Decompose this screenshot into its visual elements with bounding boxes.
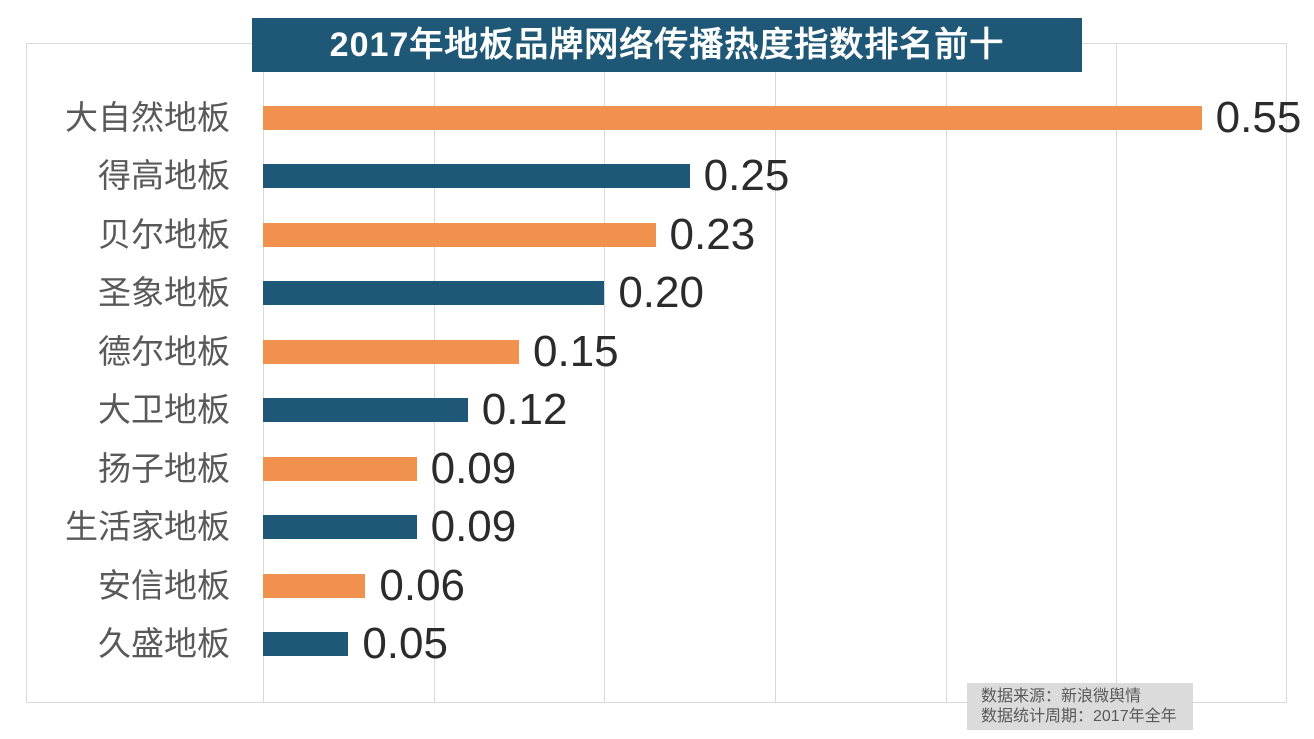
bar <box>263 339 519 364</box>
category-label: 圣象地板 <box>98 274 230 312</box>
bar <box>263 164 690 189</box>
gridline <box>604 43 606 703</box>
category-label: 德尔地板 <box>98 332 230 370</box>
category-label: 生活家地板 <box>65 508 230 546</box>
bar-value-label: 0.12 <box>481 385 568 435</box>
bar-value-label: 0.20 <box>618 268 704 318</box>
bar <box>263 456 417 481</box>
category-label: 扬子地板 <box>98 449 230 487</box>
source-note: 数据来源：新浪微舆情 数据统计周期：2017年全年 <box>967 683 1193 730</box>
bar-value-label: 0.05 <box>362 619 448 669</box>
bar-value-label: 0.06 <box>379 560 466 610</box>
gridline <box>433 43 435 703</box>
category-label: 大卫地板 <box>98 391 230 429</box>
bar <box>263 281 605 306</box>
bar-value-label: 0.25 <box>703 151 790 201</box>
bar <box>263 632 349 657</box>
gridline <box>945 43 947 703</box>
bar <box>263 106 1202 130</box>
bar-value-label: 0.23 <box>669 209 756 259</box>
source-note-line2: 数据统计周期：2017年全年 <box>981 708 1177 725</box>
gridline <box>263 43 264 703</box>
bar <box>263 398 468 423</box>
gridline <box>775 43 776 703</box>
category-label: 安信地板 <box>98 566 230 604</box>
bar-value-label: 0.55 <box>1215 93 1302 142</box>
category-label: 得高地板 <box>98 157 230 195</box>
category-label: 贝尔地板 <box>98 215 230 253</box>
bar <box>263 573 366 598</box>
bar-value-label: 0.15 <box>533 326 619 376</box>
bar-value-label: 0.09 <box>430 443 517 493</box>
bar <box>263 515 417 540</box>
category-label: 久盛地板 <box>98 625 230 663</box>
gridline <box>1116 43 1118 703</box>
bar <box>263 222 656 247</box>
bar-value-label: 0.09 <box>430 502 517 552</box>
chart-title: 2017年地板品牌网络传播热度指数排名前十 <box>252 18 1082 72</box>
category-label: 大自然地板 <box>65 99 230 136</box>
source-note-line1: 数据来源：新浪微舆情 <box>981 688 1142 705</box>
